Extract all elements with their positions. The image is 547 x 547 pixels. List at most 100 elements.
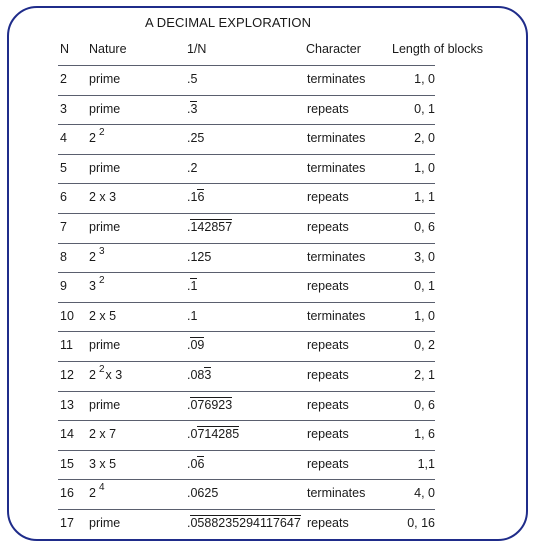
decimal-nonrepeating: . (187, 101, 191, 116)
row-divider (58, 65, 435, 66)
cell-reciprocal: .06 (187, 455, 205, 471)
cell-character: repeats (307, 427, 349, 442)
decimal-nonrepeating: .0625 (187, 486, 219, 501)
cell-length: 1,1 (417, 456, 435, 471)
cell-n: 10 (60, 308, 74, 323)
exponent: 2 (98, 275, 105, 287)
table-row: 8 2 3 .125 terminates 3, 0 (0, 242, 547, 272)
cell-n: 12 (60, 368, 74, 382)
nature-text: x 3 (105, 368, 123, 382)
cell-character: repeats (307, 456, 349, 471)
cell-character: terminates (307, 486, 366, 501)
cell-character: repeats (307, 516, 349, 530)
cell-nature: prime (89, 72, 120, 86)
cell-character: terminates (307, 72, 366, 86)
decimal-repetend: 076923 (190, 396, 233, 412)
row-divider (58, 153, 435, 155)
header-length: Length of blocks (392, 42, 484, 56)
nature-text: prime (89, 160, 121, 175)
cell-reciprocal: .1 (187, 278, 198, 294)
cell-n: 4 (60, 131, 67, 146)
cell-reciprocal: .0625 (187, 486, 218, 500)
decimal-nonrepeating: . (187, 72, 191, 86)
nature-text: prime (89, 101, 121, 116)
nature-text: 2 x 5 (89, 308, 117, 323)
decimal-repetend: 6 (197, 455, 205, 471)
cell-nature: prime (89, 338, 120, 352)
cell-nature: prime (89, 220, 120, 234)
cell-n: 7 (60, 220, 67, 234)
table-row: 9 3 2.1 repeats 0, 1 (0, 272, 547, 301)
cell-nature: 2 x 5 (89, 309, 116, 323)
nature-text: prime (89, 72, 121, 86)
table-row: 11 prime .09 repeats 0, 2 (0, 331, 547, 360)
cell-nature: prime (89, 102, 120, 116)
cell-character: repeats (307, 190, 349, 205)
row-divider (58, 183, 435, 185)
cell-reciprocal: .142857 (187, 219, 233, 234)
cell-length: 1, 1 (414, 190, 435, 205)
row-divider (58, 509, 435, 510)
decimal-repetend: 3 (204, 367, 212, 382)
cell-reciprocal: .2 (187, 161, 197, 175)
row-divider (58, 479, 435, 481)
exponent: 4 (98, 482, 105, 494)
cell-reciprocal: .3 (187, 100, 198, 116)
cell-reciprocal: .125 (187, 250, 211, 264)
cell-length: 0, 1 (414, 279, 435, 294)
cell-reciprocal: .16 (187, 189, 205, 205)
nature-text: 2 (89, 249, 96, 264)
cell-reciprocal: .1 (187, 309, 197, 323)
nature-text: 2 x 7 (89, 427, 117, 442)
row-divider (58, 449, 435, 451)
cell-length: 3, 0 (414, 249, 435, 264)
decimal-nonrepeating: . (187, 516, 191, 530)
decimal-repetend: 0588235294117647 (190, 515, 301, 530)
cell-length: 2, 0 (414, 131, 435, 146)
decimal-repetend: 142857 (190, 219, 233, 234)
cell-reciprocal: .083 (187, 367, 212, 382)
row-divider (58, 331, 435, 333)
decimal-nonrepeating: . (187, 220, 191, 234)
row-divider (58, 420, 435, 422)
decimal-nonrepeating: .08 (187, 368, 205, 382)
table-row: 13 prime .076923 repeats 0, 6 (0, 390, 547, 420)
cell-length: 0, 2 (414, 338, 435, 353)
header-inverse: 1/N (187, 42, 207, 56)
cell-n: 3 (60, 101, 67, 116)
exponent: 2 (98, 364, 105, 375)
cell-character: terminates (307, 131, 366, 146)
decimal-nonrepeating: .0 (187, 427, 198, 442)
cell-character: repeats (307, 220, 349, 234)
cell-length: 1, 0 (414, 308, 435, 323)
decimal-nonrepeating: .25 (187, 131, 205, 146)
decimal-nonrepeating: .0 (187, 456, 198, 471)
cell-reciprocal: .5 (187, 72, 197, 86)
table-row: 5 prime .2 terminates 1, 0 (0, 153, 547, 183)
nature-text: 2 (89, 131, 96, 146)
table-row: 17 prime .0588235294117647 repeats 0, 16 (0, 509, 547, 538)
cell-length: 4, 0 (414, 486, 435, 501)
cell-reciprocal: .0588235294117647 (187, 515, 301, 530)
table-row: 3 prime .3 repeats 0, 1 (0, 94, 547, 124)
decimal-repetend: 09 (190, 337, 205, 353)
table-row: 4 2 2 .25 terminates 2, 0 (0, 124, 547, 153)
row-divider (58, 390, 435, 392)
row-divider (58, 213, 435, 214)
cell-nature: 2 x 7 (89, 427, 116, 441)
header-character: Character (306, 42, 361, 56)
cell-character: repeats (307, 368, 349, 382)
table-row: 10 2 x 5 .1 terminates 1, 0 (0, 301, 547, 331)
decimal-repetend: 3 (190, 100, 198, 116)
cell-n: 2 (60, 72, 67, 86)
cell-nature: prime (89, 161, 120, 175)
cell-reciprocal: .09 (187, 337, 205, 353)
table-row: 7 prime .142857 repeats 0, 6 (0, 213, 547, 242)
nature-text: prime (89, 220, 121, 234)
cell-n: 6 (60, 190, 67, 205)
decimal-digits: 5 (190, 72, 198, 86)
nature-text: 3 x 5 (89, 456, 117, 471)
